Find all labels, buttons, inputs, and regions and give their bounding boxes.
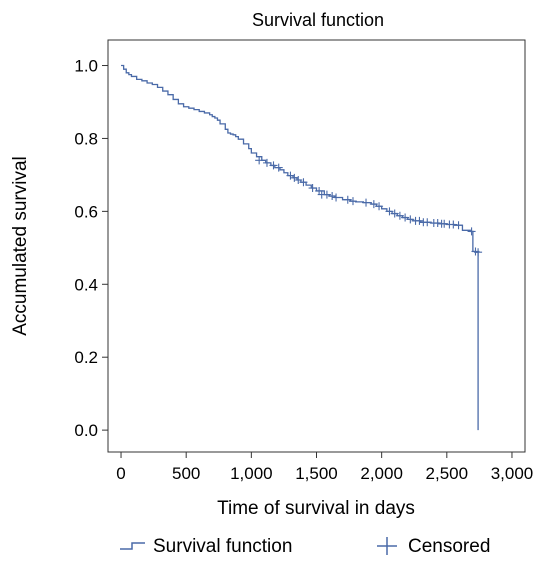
censored-marker	[369, 200, 378, 209]
censored-marker	[390, 209, 399, 218]
censored-marker	[328, 192, 337, 201]
y-tick-label: 0.6	[74, 202, 98, 221]
censored-marker	[401, 213, 410, 222]
x-tick-label: 3,000	[491, 464, 534, 483]
x-axis-label: Time of survival in days	[217, 498, 415, 519]
censored-marker	[406, 215, 415, 224]
censored-markers	[255, 156, 483, 257]
censored-marker	[255, 156, 264, 165]
y-tick-label: 0.8	[74, 129, 98, 148]
legend-label-survival: Survival function	[153, 536, 292, 557]
censored-marker	[308, 184, 317, 193]
censored-marker	[348, 197, 357, 206]
x-tick-label: 1,500	[295, 464, 338, 483]
x-tick-label: 2,500	[426, 464, 469, 483]
x-tick-label: 0	[116, 464, 125, 483]
censored-marker	[449, 220, 458, 229]
plot-frame	[107, 39, 526, 453]
x-tick-label: 1,000	[230, 464, 273, 483]
chart-title: Survival function	[252, 10, 384, 30]
survival-function-line	[121, 64, 479, 431]
censored-marker	[294, 176, 303, 185]
censored-marker	[440, 219, 449, 228]
legend: Survival function Censored	[120, 536, 490, 557]
censored-marker	[415, 216, 424, 225]
x-tick-label: 500	[172, 464, 200, 483]
censored-marker	[274, 163, 283, 172]
censored-marker	[299, 178, 308, 187]
x-tick-label: 2,000	[360, 464, 403, 483]
censored-marker	[262, 158, 271, 167]
censored-marker	[467, 227, 476, 236]
censored-marker	[385, 207, 394, 216]
x-axis-ticks: 0 500 1,000 1,500 2,000 2,500 3,000	[116, 452, 533, 483]
y-tick-label: 0.4	[74, 275, 98, 294]
legend-step-icon	[120, 542, 145, 550]
censored-marker	[454, 221, 463, 230]
y-axis-label: Accumulated survival	[10, 156, 31, 336]
censored-marker	[433, 219, 442, 228]
y-axis-ticks: 0.0 0.2 0.4 0.6 0.8 1.0	[74, 57, 108, 440]
censored-marker	[269, 161, 278, 170]
y-tick-label: 0.2	[74, 348, 98, 367]
censored-marker	[474, 248, 483, 257]
censored-marker	[343, 195, 352, 204]
censored-marker	[332, 193, 341, 202]
censored-marker	[423, 218, 432, 227]
y-tick-label: 1.0	[74, 57, 98, 76]
legend-plus-icon	[377, 537, 397, 555]
censored-marker	[375, 202, 384, 211]
y-tick-label: 0.0	[74, 421, 98, 440]
legend-label-censored: Censored	[408, 536, 490, 557]
censored-marker	[322, 190, 331, 199]
censored-marker	[395, 211, 404, 220]
censored-marker	[362, 198, 371, 207]
